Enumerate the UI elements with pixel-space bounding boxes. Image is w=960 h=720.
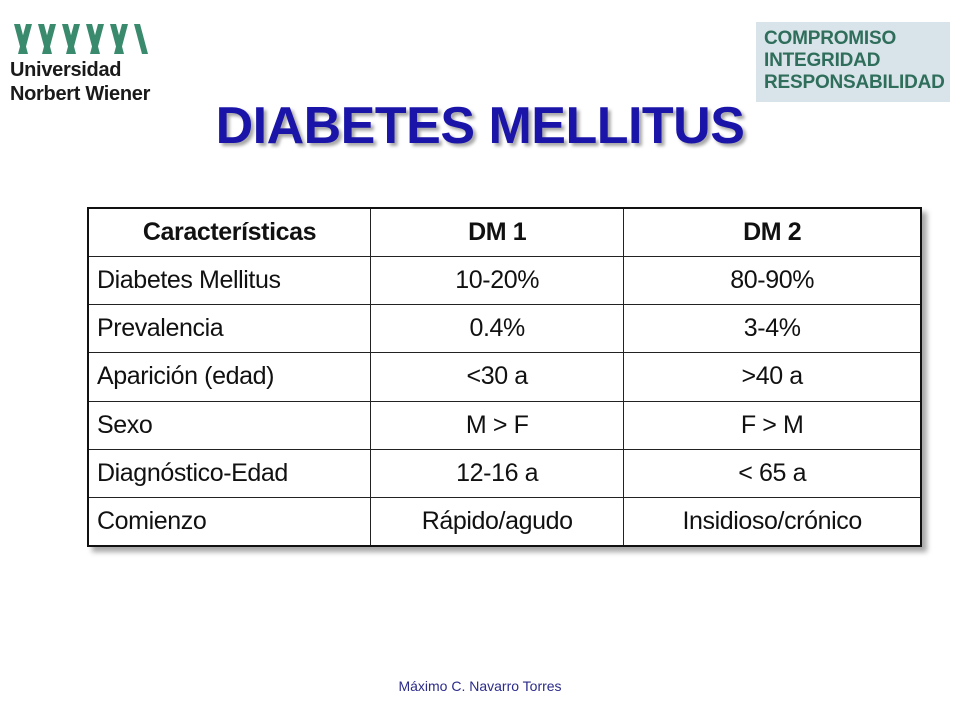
table-row: Diabetes Mellitus 10-20% 80-90% [87, 256, 922, 306]
table-row: Comienzo Rápido/agudo Insidioso/crónico [87, 496, 922, 547]
header-dm1: DM 1 [369, 207, 625, 258]
row-label: Comienzo [87, 496, 371, 547]
university-name-line1: Universidad [10, 59, 122, 81]
university-logo-emblem-icon [14, 24, 148, 54]
university-logo: Universidad Norbert Wiener [10, 22, 160, 117]
header-caracteristicas: Características [87, 207, 371, 258]
table-row: Aparición (edad) <30 a >40 a [87, 352, 922, 402]
diabetes-comparison-table: Características DM 1 DM 2 Diabetes Melli… [87, 207, 922, 547]
slogan-line2: INTEGRIDAD [764, 50, 881, 71]
dm2-cell: >40 a [623, 352, 922, 402]
slogan-badge: COMPROMISO INTEGRIDAD RESPONSABILIDAD [756, 22, 950, 102]
university-name-line2: Norbert Wiener [10, 83, 151, 105]
slide-title: DIABETES MELLITUS [215, 97, 745, 155]
dm2-cell: 3-4% [623, 304, 922, 354]
row-label: Aparición (edad) [87, 352, 371, 402]
table-row: Prevalencia 0.4% 3-4% [87, 304, 922, 354]
slogan-line3: RESPONSABILIDAD [764, 72, 945, 93]
header-dm2: DM 2 [623, 207, 922, 258]
dm1-cell: 0.4% [369, 304, 625, 354]
row-label: Prevalencia [87, 304, 371, 354]
dm2-cell: F > M [623, 400, 922, 450]
dm1-cell: Rápido/agudo [369, 496, 625, 547]
dm2-cell: 80-90% [623, 256, 922, 306]
dm1-cell: 10-20% [369, 256, 625, 306]
dm2-cell: < 65 a [623, 448, 922, 498]
table-row: Diagnóstico-Edad 12-16 a < 65 a [87, 448, 922, 498]
dm1-cell: M > F [369, 400, 625, 450]
row-label: Diabetes Mellitus [87, 256, 371, 306]
dm1-cell: <30 a [369, 352, 625, 402]
slogan-line1: COMPROMISO [764, 28, 897, 49]
table-row: Sexo M > F F > M [87, 400, 922, 450]
dm2-cell: Insidioso/crónico [623, 496, 922, 547]
table-header-row: Características DM 1 DM 2 [87, 207, 922, 258]
footer-author: Máximo C. Navarro Torres [398, 678, 562, 694]
dm1-cell: 12-16 a [369, 448, 625, 498]
row-label: Sexo [87, 400, 371, 450]
row-label: Diagnóstico-Edad [87, 448, 371, 498]
